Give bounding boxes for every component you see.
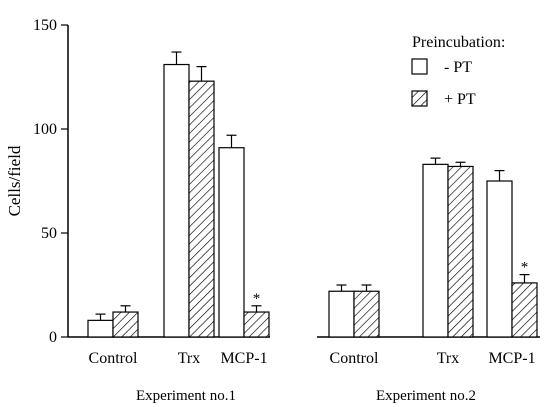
y-tick-label: 150 [33, 17, 57, 34]
category-label: Control [89, 350, 138, 367]
category-label: Trx [178, 350, 201, 367]
y-tick-label: 0 [49, 329, 57, 346]
bar [447, 165, 474, 338]
group-label: Experiment no.1 [136, 388, 236, 404]
bar [87, 319, 114, 338]
group-label: Experiment no.2 [376, 388, 476, 404]
bars: ** [87, 51, 538, 338]
legend-swatch [411, 90, 428, 107]
bar [243, 311, 270, 338]
significance-mark: * [253, 291, 261, 307]
legend: Preincubation: - PT + PT [411, 34, 505, 108]
bar [486, 180, 513, 338]
legend-label: - PT [444, 59, 472, 76]
bar [328, 290, 355, 338]
category-label: MCP-1 [488, 350, 535, 367]
bar [218, 147, 245, 338]
legend-entries: - PT + PT [411, 58, 476, 108]
category-label: MCP-1 [220, 350, 267, 367]
significance-mark: * [521, 260, 529, 276]
category-label: Trx [437, 350, 460, 367]
legend-label: + PT [444, 91, 476, 108]
bar [511, 282, 538, 338]
bar [163, 63, 190, 338]
y-axis-label: Cells/field [5, 145, 24, 216]
category-labels: Control Trx MCP-1 Control Trx MCP-1 [89, 350, 536, 367]
legend-swatch [411, 58, 428, 75]
category-label: Control [330, 350, 379, 367]
group-labels: Experiment no.1 Experiment no.2 [136, 388, 476, 404]
bar [422, 163, 449, 338]
y-tick-label: 50 [41, 225, 57, 242]
bar [353, 290, 380, 338]
legend-title: Preincubation: [412, 34, 505, 51]
y-tick-label: 100 [33, 121, 57, 138]
bar [188, 80, 215, 338]
bar [112, 311, 139, 338]
